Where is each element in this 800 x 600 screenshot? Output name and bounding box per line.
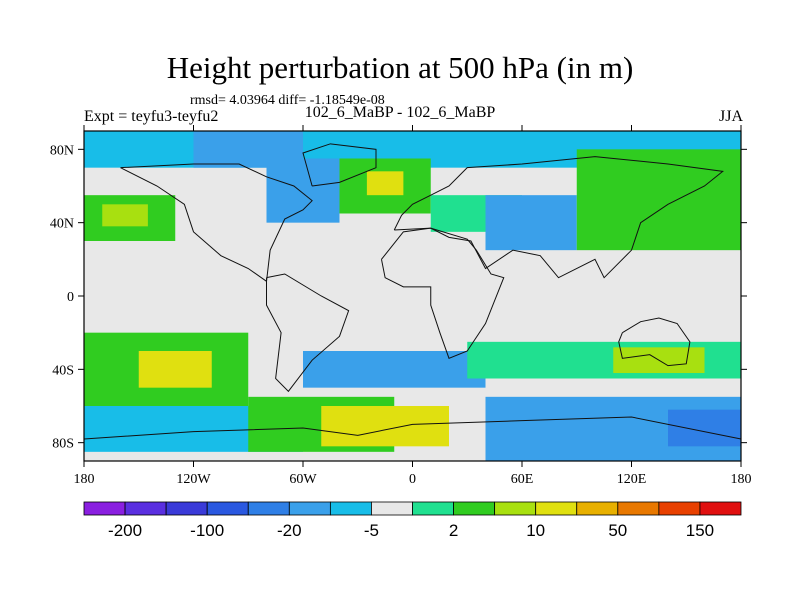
colorbar-swatch-10 [494,501,537,516]
field-region-12 [266,158,340,223]
colorbar-label-2: -20 [277,521,302,540]
field-region-2 [138,351,212,388]
field-region-5 [321,406,449,447]
colorbar-label-1: -100 [190,521,224,540]
coastline-4 [618,317,691,367]
colorbar-swatch-12 [576,501,619,516]
colorbar-label-3: -5 [364,521,379,540]
colorbar-swatch-11 [535,501,578,516]
colorbar-swatch-2 [165,501,208,516]
colorbar-swatch-6 [329,501,372,516]
field-region-8 [668,409,741,447]
field-region-21 [193,131,303,168]
colorbar-swatch-3 [206,501,249,516]
colorbar-swatch-15 [699,501,742,516]
colorbar: -200 -100 -20 -5 2 10 50 150 [83,501,742,540]
colorbar-label-6: 50 [608,521,627,540]
chart-title: Height perturbation at 500 hPa (in m) [166,50,634,85]
coastlines [83,143,742,440]
y-tick-label-3: 40S [52,363,74,378]
colorbar-label-7: 150 [686,521,714,540]
y-tick-label-0: 80N [50,143,74,158]
coastline-2 [393,156,724,279]
colorbar-label-5: 10 [526,521,545,540]
field-region-16 [102,204,148,227]
x-tick-label-3: 0 [409,472,416,487]
coastline-6 [302,143,377,187]
colorbar-label-0: -200 [108,521,142,540]
x-tick-label-5: 120E [617,472,647,487]
case-label: 102_6_MaBP - 102_6_MaBP [304,104,496,121]
colorbar-label-4: 2 [449,521,458,540]
coastline-5 [83,416,742,440]
coastline-0 [120,163,313,283]
x-tick-label-2: 60W [289,472,317,487]
axis-ticks: 180 120W 60W 0 60E 120E 180 80N 40N 0 40S 80S [50,125,752,487]
colorbar-swatch-13 [617,501,660,516]
colorbar-swatch-5 [288,501,331,516]
x-tick-label-6: 180 [731,472,752,487]
colorbar-swatch-0 [83,501,126,516]
colorbar-swatch-1 [124,501,167,516]
y-tick-label-1: 40N [50,217,74,232]
colorbar-swatch-14 [658,501,701,516]
y-tick-label-4: 80S [52,437,74,452]
x-tick-label-0: 180 [74,472,95,487]
y-tick-label-2: 0 [67,290,74,305]
contour-field [84,131,741,461]
colorbar-swatch-9 [453,501,496,516]
coastline-1 [266,273,350,393]
coastline-3 [380,227,505,359]
field-region-18 [485,195,577,251]
field-region-14 [366,171,404,196]
colorbar-swatch-7 [371,501,413,516]
stats-label: rmsd= 4.03964 diff= -1.18549e-08 [190,93,385,108]
colorbar-swatch-8 [412,501,454,516]
colorbar-swatch-4 [247,501,290,516]
experiment-label: Expt = teyfu3-teyfu2 [84,108,219,125]
field-region-6 [303,351,486,388]
season-label: JJA [718,108,743,125]
x-tick-label-1: 120W [176,472,211,487]
field-region-20 [631,153,723,196]
x-tick-label-4: 60E [511,472,534,487]
